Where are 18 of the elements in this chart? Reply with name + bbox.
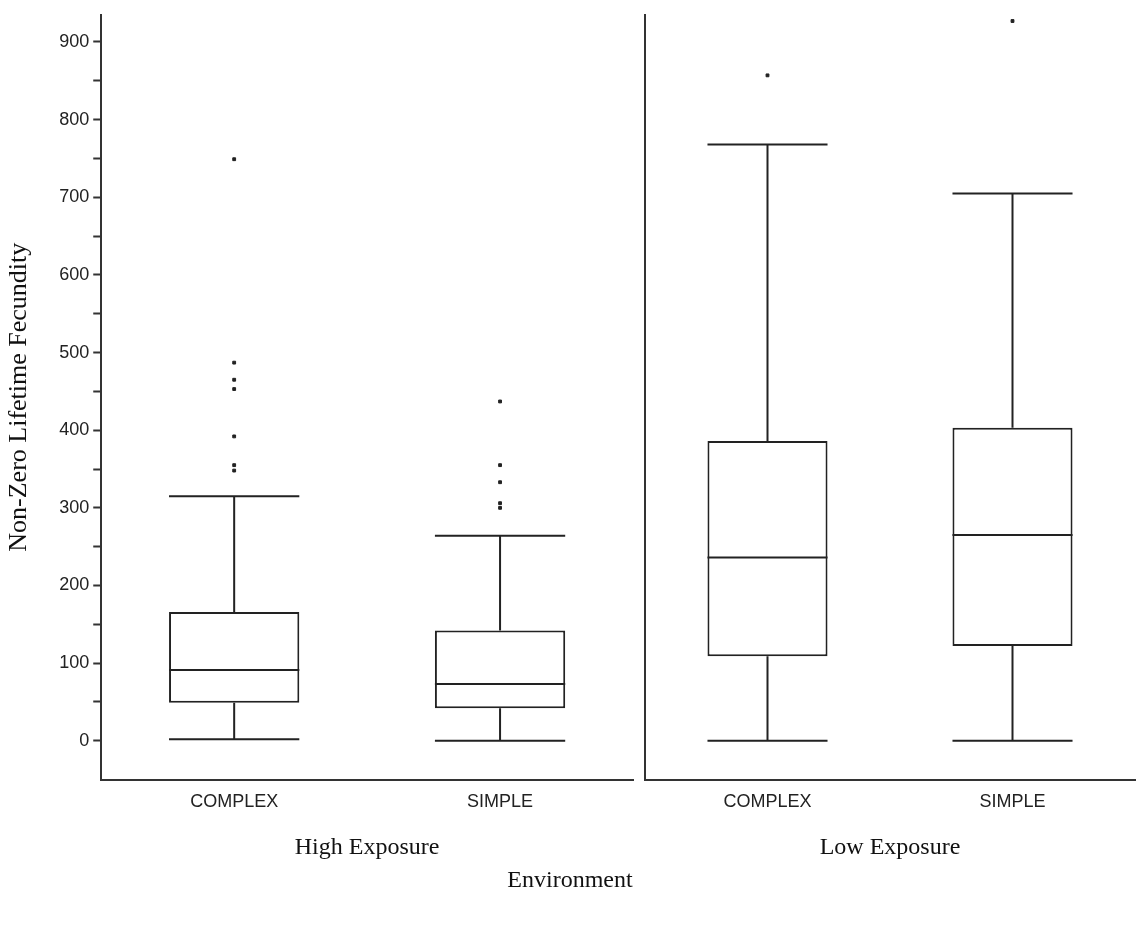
y-tick-label: 100 bbox=[59, 652, 90, 673]
y-tick-label: 800 bbox=[59, 108, 90, 129]
y-tick-label: 700 bbox=[59, 186, 90, 207]
x-tick-label: SIMPLE bbox=[467, 791, 534, 812]
y-tick-label: 600 bbox=[59, 263, 90, 284]
y-tick-label: 300 bbox=[59, 496, 90, 517]
text: Environment bbox=[506, 866, 634, 893]
x-axis-title: Low Exposure bbox=[819, 832, 961, 859]
y-tick-label: 200 bbox=[59, 574, 90, 595]
x-tick-label: SIMPLE bbox=[979, 791, 1046, 812]
y-tick-label: 0 bbox=[79, 729, 90, 750]
x-axis-title: High Exposure bbox=[294, 832, 440, 859]
y-axis-title: Non-Zero Lifetime Fecundity bbox=[3, 242, 33, 552]
x-tick-label: COMPLEX bbox=[723, 791, 812, 812]
y-tick-label: 400 bbox=[59, 419, 90, 440]
y-tick-label: 900 bbox=[59, 30, 90, 51]
y-tick-label: 500 bbox=[59, 341, 90, 362]
x-tick-label: COMPLEX bbox=[190, 791, 279, 812]
